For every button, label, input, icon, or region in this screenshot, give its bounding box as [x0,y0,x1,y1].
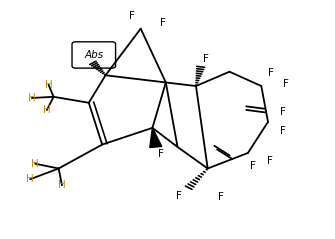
Text: F: F [283,79,289,89]
Text: F: F [129,11,135,21]
Text: F: F [267,156,273,166]
Text: F: F [280,126,286,136]
Text: H: H [26,174,34,184]
Text: F: F [268,68,274,78]
Text: F: F [159,18,165,28]
Text: F: F [250,161,256,171]
Text: H: H [45,80,53,90]
FancyBboxPatch shape [72,42,116,68]
Text: H: H [58,180,66,190]
Text: F: F [176,191,182,201]
Text: H: H [43,105,51,115]
Polygon shape [150,128,162,147]
Text: F: F [203,54,209,64]
Text: F: F [158,149,164,159]
Text: F: F [280,107,286,117]
Text: H: H [28,93,36,103]
Text: Abs: Abs [84,50,104,60]
Text: H: H [31,159,39,169]
Text: F: F [218,192,224,202]
